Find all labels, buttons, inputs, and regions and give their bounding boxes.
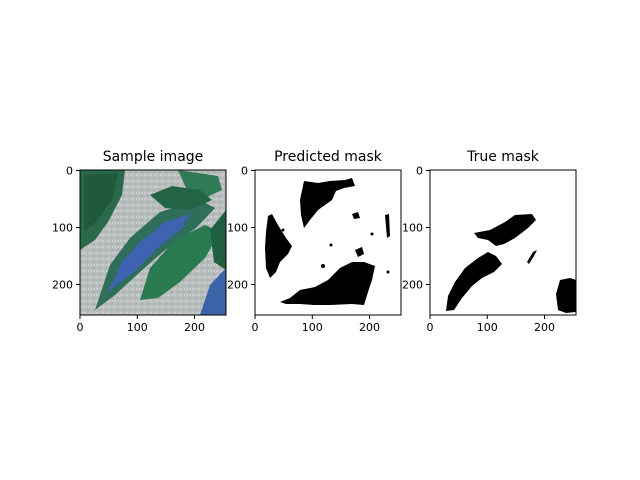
panel-title: Predicted mask	[274, 149, 383, 165]
panel-predicted-mask: Predicted mask 0	[227, 149, 402, 334]
panel-sample-image: Sample image	[52, 149, 227, 334]
x-tick-label: 0	[427, 321, 434, 334]
y-tick-label: 100	[227, 222, 248, 235]
x-tick-label: 0	[77, 321, 84, 334]
axes-frame	[79, 169, 227, 316]
x-tick-label: 100	[127, 321, 148, 334]
x-tick-label: 0	[252, 321, 259, 334]
y-tick-label: 0	[241, 165, 248, 178]
x-tick-label: 200	[359, 321, 380, 334]
panel-true-mask: True mask 0 100 200 0 100 200	[402, 149, 577, 334]
true-mask-image	[430, 170, 576, 315]
x-tick-label: 200	[534, 321, 555, 334]
predicted-mask-image	[255, 170, 401, 315]
y-tick-label: 100	[52, 222, 73, 235]
y-tick-label: 200	[402, 279, 423, 292]
x-tick-label: 200	[184, 321, 205, 334]
panel-title: True mask	[466, 149, 540, 165]
y-tick-label: 200	[52, 279, 73, 292]
x-tick-label: 100	[302, 321, 323, 334]
panel-title: Sample image	[103, 149, 204, 165]
axes-frame	[429, 169, 577, 316]
x-tick-label: 100	[477, 321, 498, 334]
y-tick-label: 0	[416, 165, 423, 178]
y-tick-label: 0	[66, 165, 73, 178]
axes-frame	[254, 169, 402, 316]
sample-image	[80, 170, 226, 315]
y-tick-label: 100	[402, 222, 423, 235]
y-tick-label: 200	[227, 279, 248, 292]
